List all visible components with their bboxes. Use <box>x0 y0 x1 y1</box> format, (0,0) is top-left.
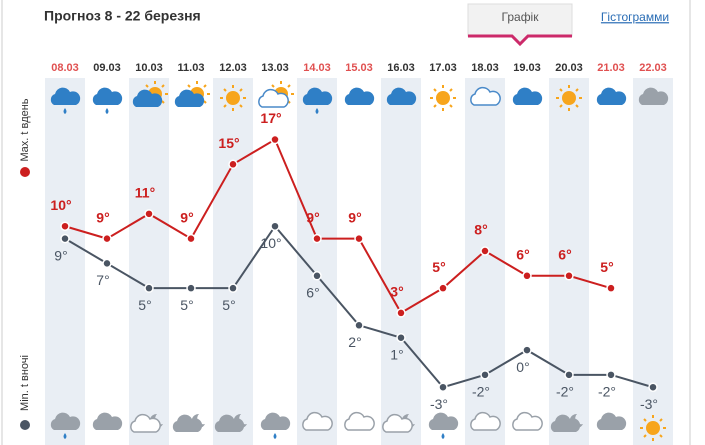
point <box>228 159 238 170</box>
point <box>438 382 448 392</box>
point <box>60 233 70 244</box>
value-label: 2° <box>348 334 361 350</box>
column-band <box>381 78 421 445</box>
value-label: -2° <box>472 384 490 400</box>
value-label: 5° <box>180 297 193 313</box>
point <box>270 134 280 145</box>
tab-link[interactable]: Гістограмми <box>601 10 669 24</box>
point <box>228 283 238 293</box>
value-label: 10° <box>260 235 281 251</box>
value-label: 5° <box>600 259 613 275</box>
date-label: 13.03 <box>261 62 289 74</box>
value-label: 5° <box>138 297 151 313</box>
point <box>648 382 658 392</box>
date-label: 15.03 <box>345 62 373 74</box>
point <box>312 233 322 244</box>
legend-label: Max. t вдень <box>19 98 31 161</box>
column-band <box>297 78 337 445</box>
value-label: 1° <box>390 346 403 362</box>
legend-marker <box>20 167 30 177</box>
point <box>396 332 406 343</box>
column-band <box>213 78 253 445</box>
value-label: 9° <box>180 209 193 225</box>
value-label: 7° <box>96 272 109 288</box>
date-label: 10.03 <box>135 62 163 74</box>
date-label: 21.03 <box>597 62 625 74</box>
point <box>186 283 196 293</box>
point <box>522 345 532 355</box>
value-label: 0° <box>516 359 529 375</box>
tab-indicator <box>468 34 572 47</box>
value-label: 6° <box>516 246 529 262</box>
point <box>144 209 154 219</box>
point <box>564 370 574 380</box>
date-label: 19.03 <box>513 62 541 74</box>
point <box>480 370 490 380</box>
value-label: 9° <box>96 209 109 225</box>
point <box>480 246 490 256</box>
value-label: 6° <box>558 246 571 262</box>
point <box>606 370 616 380</box>
date-label: 11.03 <box>178 62 205 74</box>
date-label: 18.03 <box>471 62 499 74</box>
title: Прогноз 8 - 22 березня <box>44 8 201 24</box>
value-label: -3° <box>640 396 658 412</box>
date-label: 22.03 <box>639 62 667 74</box>
column-bands <box>45 78 673 445</box>
value-label: 5° <box>432 259 445 275</box>
legend-marker <box>20 420 30 430</box>
value-label: 8° <box>474 222 487 238</box>
value-label: 10° <box>50 197 71 213</box>
point <box>312 271 322 281</box>
date-label: 12.03 <box>219 62 247 74</box>
value-label: -2° <box>598 384 616 400</box>
value-label: 17° <box>260 110 281 126</box>
value-label: 9° <box>306 209 319 225</box>
point <box>354 320 364 331</box>
value-label: 9° <box>54 247 67 263</box>
column-band <box>45 78 85 445</box>
value-label: 3° <box>390 284 403 300</box>
value-label: 5° <box>222 297 235 313</box>
point <box>438 283 448 293</box>
date-label: 14.03 <box>303 62 331 74</box>
point <box>186 233 196 244</box>
column-band <box>549 78 589 445</box>
point <box>102 233 112 244</box>
value-label: 9° <box>348 209 361 225</box>
value-label: -2° <box>556 384 574 400</box>
date-label: 09.03 <box>93 62 121 74</box>
date-label: 16.03 <box>387 62 415 74</box>
point <box>606 283 616 293</box>
value-label: 6° <box>306 284 319 300</box>
series-line <box>64 138 612 315</box>
column-band <box>129 78 169 445</box>
point <box>564 271 574 281</box>
date-label: 20.03 <box>555 62 583 74</box>
point <box>144 283 154 293</box>
point <box>522 271 532 281</box>
point <box>354 233 364 244</box>
point <box>270 221 280 231</box>
value-label: -3° <box>430 396 448 412</box>
value-label: 11° <box>135 185 155 201</box>
date-label: 17.03 <box>429 62 457 74</box>
point <box>60 221 70 231</box>
point <box>102 258 112 269</box>
value-label: 15° <box>218 135 239 151</box>
legend-label: Min. t вночі <box>19 355 31 411</box>
date-label: 08.03 <box>51 62 79 74</box>
tab[interactable]: Графік <box>502 10 540 24</box>
point <box>396 308 406 318</box>
